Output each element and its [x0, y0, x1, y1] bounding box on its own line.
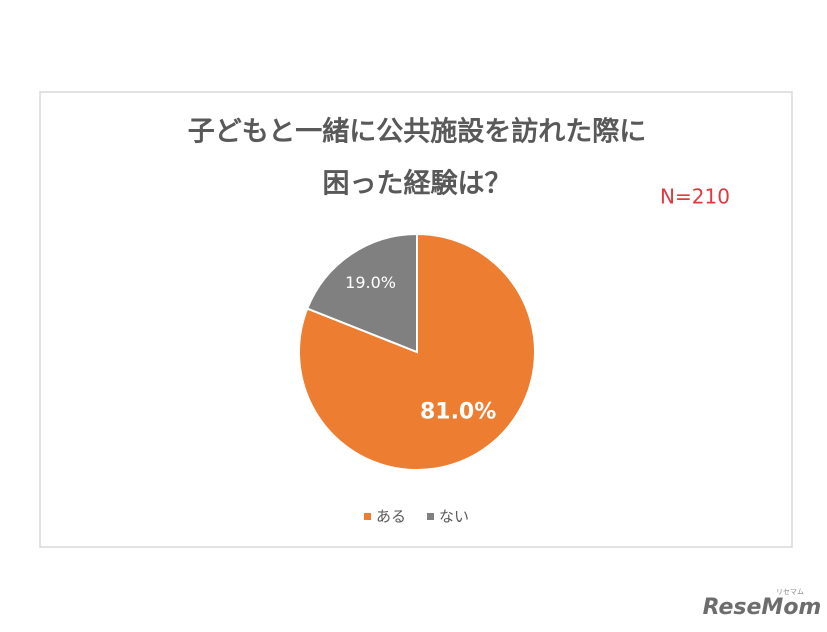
legend-label: ある	[376, 508, 406, 526]
data-label: 19.0%	[345, 273, 396, 292]
annotation: N=210	[660, 185, 730, 209]
chart-title: 困った経験は？	[323, 168, 512, 200]
legend-swatch	[364, 513, 371, 520]
legend-swatch	[427, 513, 434, 520]
watermark-sub: リセマム	[776, 588, 804, 596]
data-label: 81.0%	[420, 400, 496, 425]
watermark: ReseMom	[703, 595, 822, 620]
legend-label: ない	[439, 508, 469, 526]
pie-slice	[305, 232, 418, 354]
pie-slice	[298, 232, 536, 471]
chart-title: 子どもと一緒に公共施設を訪れた際に	[188, 116, 646, 148]
